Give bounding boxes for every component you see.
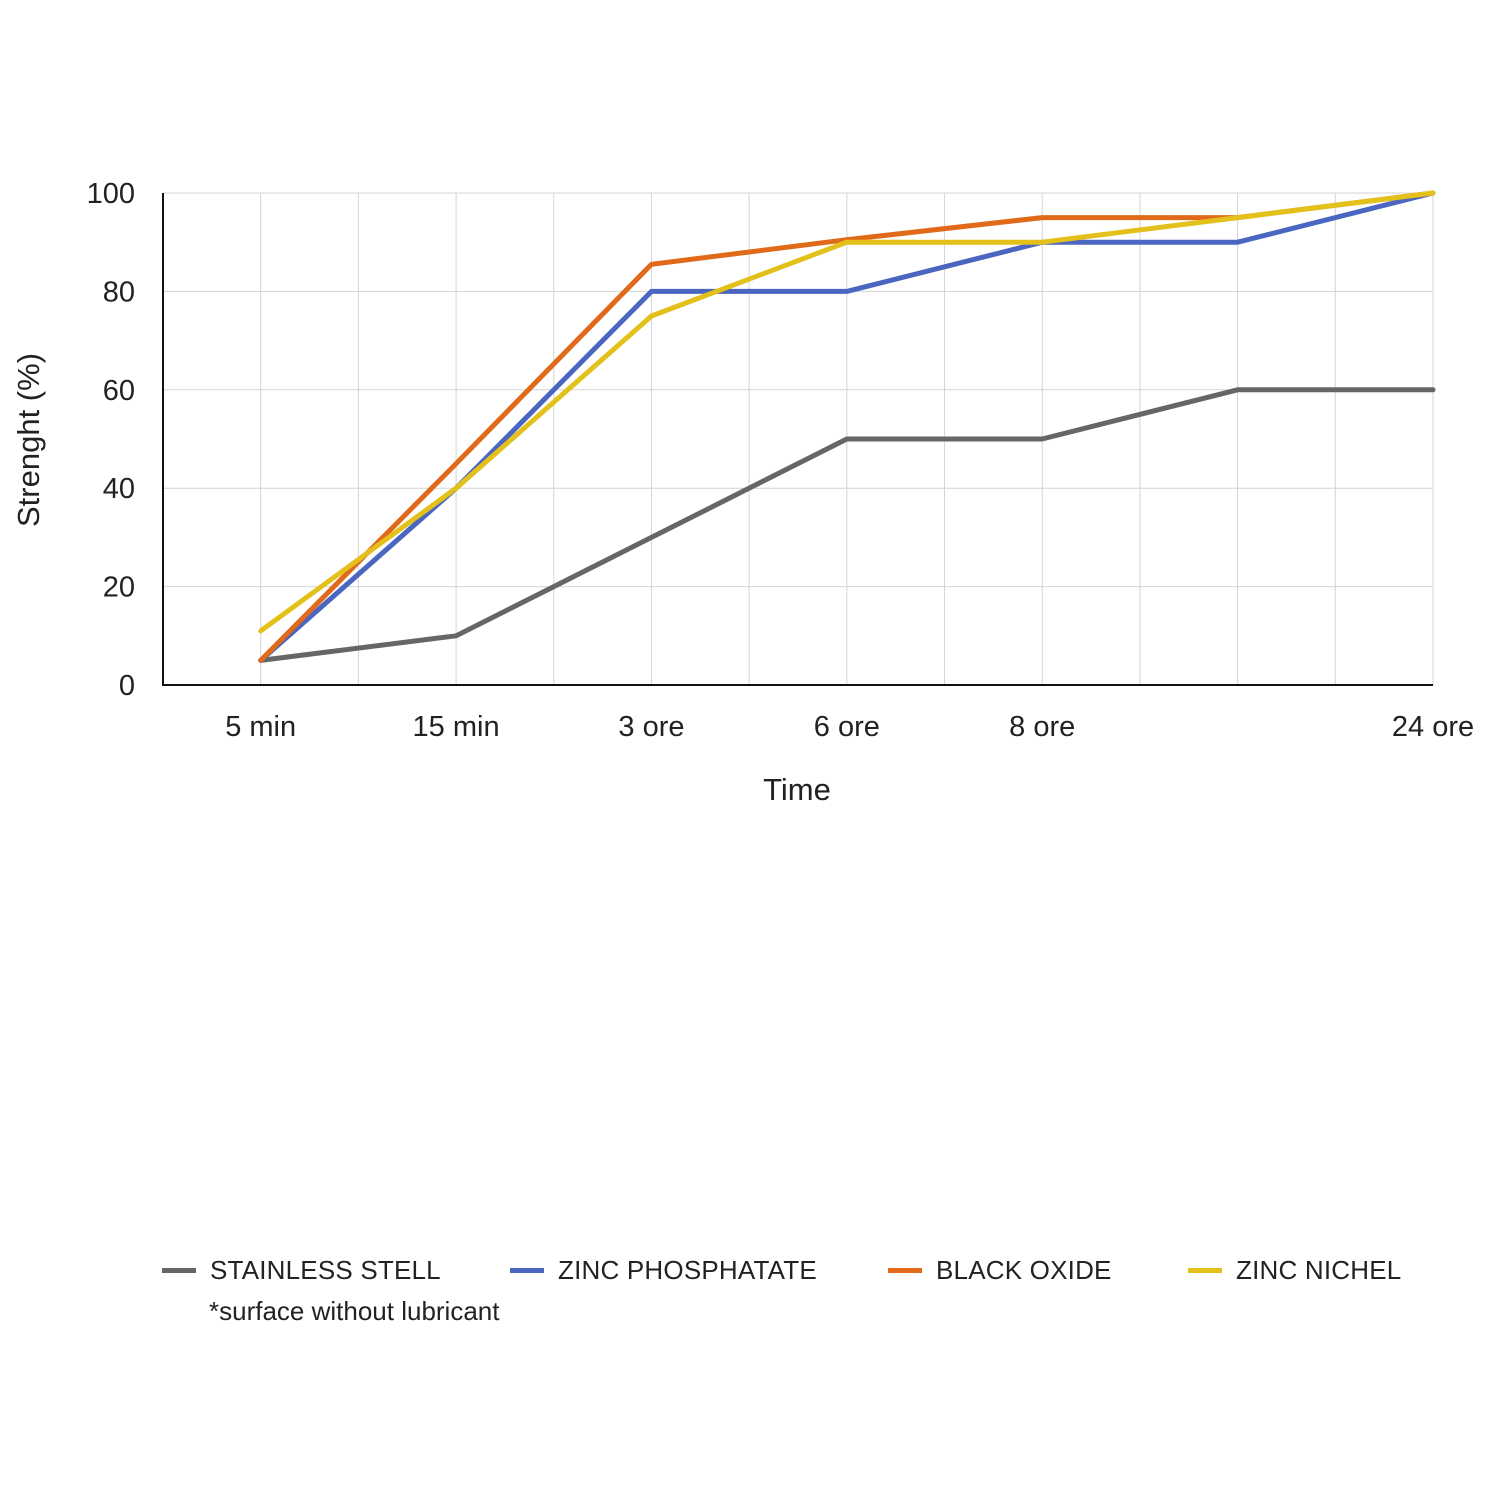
legend-swatch-stainless-stell bbox=[162, 1267, 196, 1273]
legend-item-zinc-phosphatate: ZINC PHOSPHATATE bbox=[510, 1253, 817, 1287]
y-tick-labels: 0 20 40 60 80 100 bbox=[87, 178, 135, 702]
legend-label-stainless-stell: STAINLESS STELL bbox=[210, 1254, 441, 1285]
legend-label-black-oxide: BLACK OXIDE bbox=[936, 1254, 1112, 1285]
y-tick-label: 80 bbox=[103, 276, 135, 308]
legend-label-zinc-nichel: ZINC NICHEL bbox=[1236, 1254, 1402, 1285]
y-tick-label: 100 bbox=[87, 178, 135, 210]
legend-item-black-oxide: BLACK OXIDE bbox=[888, 1253, 1112, 1287]
series-line-zinc-nichel bbox=[258, 190, 1436, 634]
series-line-stainless-stell bbox=[258, 387, 1436, 663]
axes bbox=[162, 193, 1433, 686]
legend-label-zinc-phosphatate: ZINC PHOSPHATATE bbox=[558, 1254, 817, 1285]
y-axis-title: Strenght (%) bbox=[11, 353, 46, 527]
x-tick-label: 3 ore bbox=[618, 711, 684, 743]
y-tick-label: 60 bbox=[103, 375, 135, 407]
legend-swatch-zinc-phosphatate bbox=[510, 1267, 544, 1273]
grid bbox=[163, 192, 1434, 685]
footnote: *surface without lubricant bbox=[209, 1296, 500, 1326]
legend-swatch-zinc-nichel bbox=[1188, 1267, 1222, 1273]
x-tick-label: 6 ore bbox=[814, 711, 880, 743]
legend-item-zinc-nichel: ZINC NICHEL bbox=[1188, 1253, 1401, 1287]
y-tick-label: 20 bbox=[103, 572, 135, 604]
x-tick-label: 15 min bbox=[413, 711, 500, 743]
y-tick-label: 0 bbox=[119, 670, 135, 702]
legend-swatch-black-oxide bbox=[888, 1267, 922, 1273]
x-axis-title: Time bbox=[763, 772, 831, 807]
x-tick-label: 8 ore bbox=[1009, 711, 1075, 743]
x-tick-label: 5 min bbox=[225, 711, 296, 743]
y-tick-label: 40 bbox=[103, 473, 135, 505]
legend: STAINLESS STELL ZINC PHOSPHATATE BLACK O… bbox=[162, 1253, 1462, 1287]
x-tick-label: 24 ore bbox=[1392, 711, 1474, 743]
x-tick-labels: 5 min 15 min 3 ore 6 ore 8 ore 24 ore bbox=[225, 711, 1474, 743]
legend-item-stainless-stell: STAINLESS STELL bbox=[162, 1253, 441, 1287]
series-lines bbox=[258, 190, 1436, 663]
